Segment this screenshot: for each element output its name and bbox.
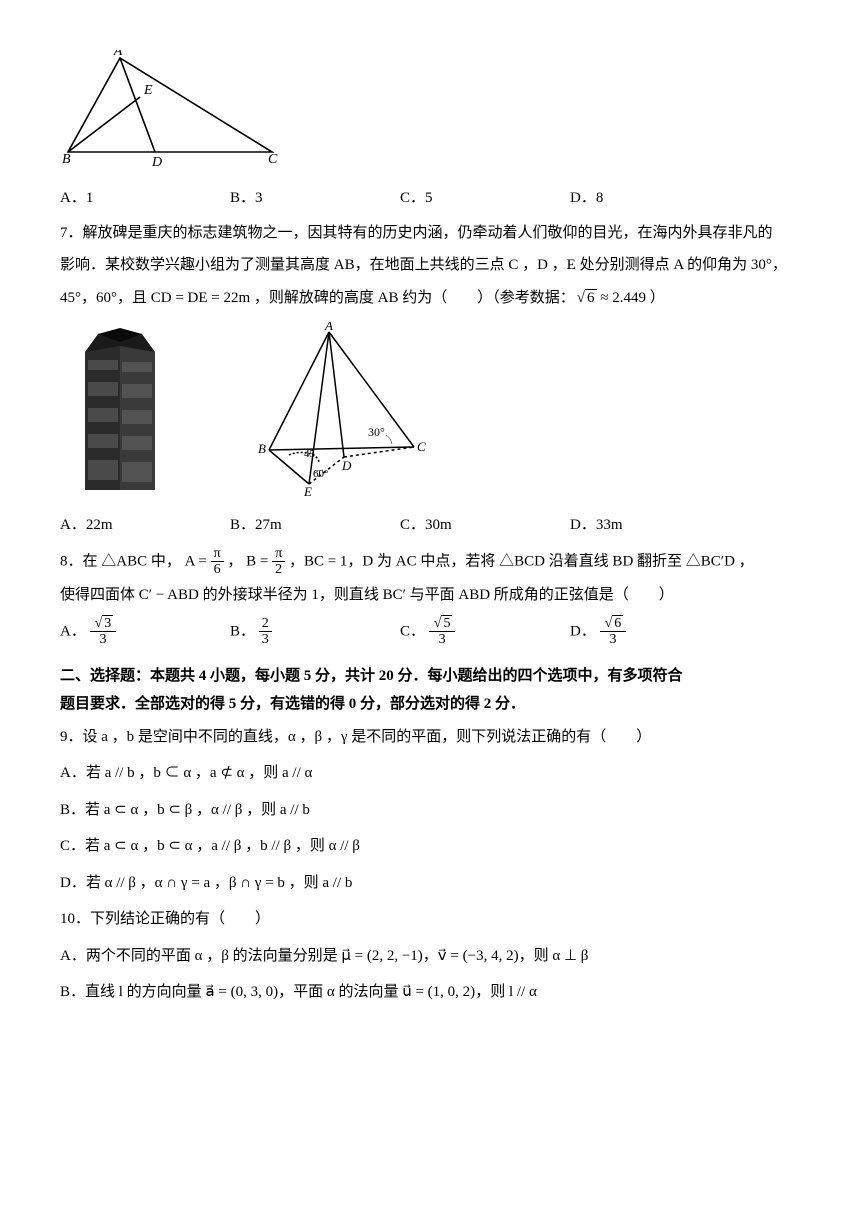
q9-option-b[interactable]: B．若 a ⊂ α ，b ⊂ β ，α // β ，则 a // b [60,796,800,825]
q7-diagram: A B C D E 30° 60° 45 [214,322,434,497]
svg-text:C: C [268,152,278,167]
svg-text:60°: 60° [313,468,328,480]
tower-photo [60,322,180,492]
q6-figure: A B C D E [60,50,800,170]
q6-option-b[interactable]: B．3 [230,184,400,213]
svg-text:A: A [113,50,123,59]
q7-line3: 45°，60°，且 CD = DE = 22m ，则解放碑的高度 AB 约为（ … [60,284,800,313]
q7-line1: 7．解放碑是重庆的标志建筑物之一，因其特有的历史内涵，仍牵动着人们敬仰的目光，在… [60,219,800,248]
q8-line1: 8．在 △ABC 中， A = π6 ， B = π2 ，BC = 1，D 为 … [60,546,800,578]
q9-option-c[interactable]: C．若 a ⊂ α ，b ⊂ α ，a // β ，b // β ，则 α //… [60,832,800,861]
q8-option-a[interactable]: A． 33 [60,616,230,648]
q9-option-a[interactable]: A．若 a // b ，b ⊂ α ，a ⊄ α ，则 a // α [60,759,800,788]
q6-option-d[interactable]: D．8 [570,184,740,213]
q7-figures: A B C D E 30° 60° 45 [60,322,800,497]
q8-option-b[interactable]: B． 23 [230,616,400,648]
q6-options: A．1 B．3 C．5 D．8 [60,184,800,213]
q8-line2: 使得四面体 C′ − ABD 的外接球半径为 1，则直线 BC′ 与平面 ABD… [60,581,800,610]
q10-stem: 10．下列结论正确的有（ ） [60,905,800,934]
q8-options: A． 33 B． 23 C． 53 D． 63 [60,616,800,648]
svg-text:A: A [324,322,333,333]
q7-line2: 影响．某校数学兴趣小组为了测量其高度 AB，在地面上共线的三点 C ，D ，E … [60,251,800,280]
q10-option-a[interactable]: A．两个不同的平面 α ，β 的法向量分别是 μ⃗ = (2, 2, −1)，v… [60,942,800,971]
svg-text:45: 45 [304,448,316,460]
svg-text:D: D [151,155,162,170]
svg-text:30°: 30° [368,425,385,439]
svg-text:B: B [62,152,71,167]
q9-stem: 9．设 a ，b 是空间中不同的直线，α ，β ，γ 是不同的平面，则下列说法正… [60,723,800,752]
q6-option-a[interactable]: A．1 [60,184,230,213]
q7-option-a[interactable]: A．22m [60,511,230,540]
svg-text:C: C [417,439,426,454]
svg-text:E: E [303,484,312,497]
q10-option-b[interactable]: B．直线 l 的方向向量 a⃗ = (0, 3, 0)，平面 α 的法向量 u⃗… [60,978,800,1007]
svg-text:E: E [143,83,153,98]
q7-option-d[interactable]: D．33m [570,511,740,540]
q9-option-d[interactable]: D．若 α // β ，α ∩ γ = a ，β ∩ γ = b ，则 a //… [60,869,800,898]
section2-heading: 二、选择题：本题共 4 小题，每小题 5 分，共计 20 分．每小题给出的四个选… [60,662,800,719]
q8-option-d[interactable]: D． 63 [570,616,740,648]
svg-text:B: B [258,441,266,456]
q7-options: A．22m B．27m C．30m D．33m [60,511,800,540]
svg-text:D: D [341,458,352,473]
q7-option-c[interactable]: C．30m [400,511,570,540]
q7-option-b[interactable]: B．27m [230,511,400,540]
q8-option-c[interactable]: C． 53 [400,616,570,648]
q6-option-c[interactable]: C．5 [400,184,570,213]
